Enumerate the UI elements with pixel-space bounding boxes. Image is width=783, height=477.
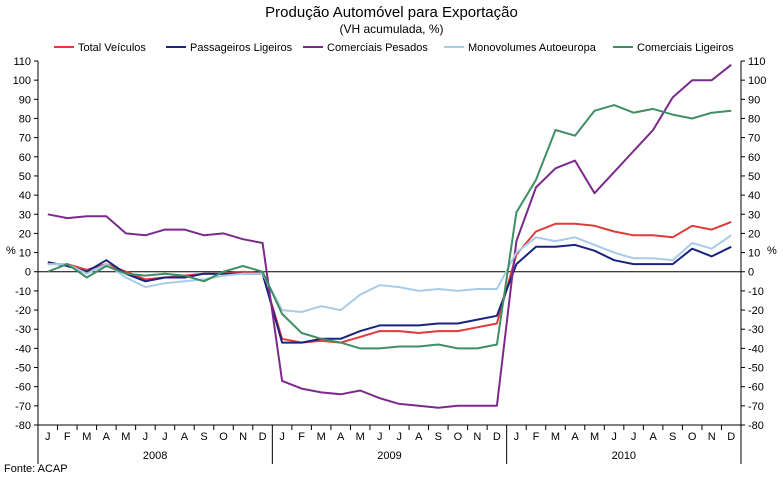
y-tick-label-right: 0: [748, 267, 754, 279]
series-line-comerciais-ligeiros: [47, 104, 732, 350]
month-label: N: [473, 431, 481, 443]
legend-label: Total Veículos: [78, 42, 146, 54]
month-label: J: [143, 431, 149, 443]
y-tick-label-right: -30: [748, 324, 764, 336]
legend-label: Monovolumes Autoeuropa: [468, 42, 597, 54]
month-label: M: [590, 431, 599, 443]
y-tick-label-right: 30: [748, 209, 760, 221]
series-line-comerciais-pesados: [47, 64, 732, 409]
y-tick-label-left: 10: [19, 248, 31, 260]
y-tick-label-left: 0: [25, 267, 31, 279]
month-label: S: [669, 431, 676, 443]
year-label: 2008: [143, 450, 167, 462]
month-label: D: [259, 431, 267, 443]
month-label: O: [688, 431, 697, 443]
month-label: M: [121, 431, 130, 443]
y-tick-label-left: -80: [15, 420, 31, 432]
month-label: O: [454, 431, 463, 443]
month-label: F: [64, 431, 71, 443]
y-tick-label-right: -50: [748, 363, 764, 375]
y-tick-label-right: 50: [748, 171, 760, 183]
month-label: A: [103, 431, 111, 443]
month-label: J: [631, 431, 637, 443]
legend-label: Passageiros Ligeiros: [190, 42, 293, 54]
y-tick-label-right: -70: [748, 401, 764, 413]
month-label: A: [415, 431, 423, 443]
month-label: D: [727, 431, 735, 443]
month-label: M: [82, 431, 91, 443]
y-tick-label-right: 60: [748, 152, 760, 164]
y-tick-label-left: 40: [19, 190, 31, 202]
series-line-monovolumes-autoeuropa: [47, 234, 732, 313]
month-label: O: [219, 431, 228, 443]
month-label: J: [279, 431, 285, 443]
y-tick-label-right: -10: [748, 286, 764, 298]
year-label: 2010: [612, 450, 636, 462]
legend-label: Comerciais Ligeiros: [637, 42, 734, 54]
year-label: 2009: [377, 450, 401, 462]
series-line-passageiros-ligeiros: [47, 243, 732, 344]
axes: -80 -80 -70 -70 -60 -60 -50 -50 -40 -40 -30 -30 -20 -…: [13, 56, 766, 464]
y-tick-label-left: 50: [19, 171, 31, 183]
y-tick-label-right: 40: [748, 190, 760, 202]
y-tick-label-left: -20: [15, 305, 31, 317]
y-tick-label-left: 90: [19, 94, 31, 106]
y-tick-label-left: 100: [13, 75, 31, 87]
month-label: S: [200, 431, 207, 443]
month-label: J: [377, 431, 383, 443]
series-lines: [47, 64, 732, 409]
y-tick-label-left: 80: [19, 113, 31, 125]
month-label: M: [356, 431, 365, 443]
y-tick-label-left: 70: [19, 133, 31, 145]
month-label: M: [551, 431, 560, 443]
month-label: N: [239, 431, 247, 443]
y-tick-label-right: 10: [748, 248, 760, 260]
month-label: A: [571, 431, 579, 443]
y-tick-label-left: -60: [15, 382, 31, 394]
legend-label: Comerciais Pesados: [327, 42, 428, 54]
y-tick-label-left: -50: [15, 363, 31, 375]
y-tick-label-right: 90: [748, 94, 760, 106]
y-axis-label-right: %: [767, 245, 777, 257]
y-tick-label-left: 20: [19, 228, 31, 240]
y-tick-label-right: -40: [748, 343, 764, 355]
month-label: N: [708, 431, 716, 443]
y-tick-label-left: -70: [15, 401, 31, 413]
month-label: J: [45, 431, 51, 443]
y-tick-label-left: 110: [13, 56, 31, 68]
y-tick-label-right: 110: [748, 56, 766, 68]
y-tick-label-right: -80: [748, 420, 764, 432]
source-note: Fonte: ACAP: [4, 463, 68, 475]
y-axis-label-left: %: [6, 245, 16, 257]
y-tick-label-left: 60: [19, 152, 31, 164]
y-tick-label-right: 20: [748, 228, 760, 240]
chart-subtitle: (VH acumulada, %): [339, 22, 444, 36]
chart-title: Produção Automóvel para Exportação: [265, 4, 518, 21]
month-label: S: [435, 431, 442, 443]
y-tick-label-left: 30: [19, 209, 31, 221]
y-tick-label-left: -10: [15, 286, 31, 298]
y-tick-label-right: 80: [748, 113, 760, 125]
month-label: M: [317, 431, 326, 443]
month-label: D: [493, 431, 501, 443]
month-label: J: [162, 431, 168, 443]
y-tick-label-right: 100: [748, 75, 766, 87]
month-label: F: [298, 431, 305, 443]
month-label: J: [611, 431, 617, 443]
y-tick-label-right: -60: [748, 382, 764, 394]
month-label: J: [514, 431, 520, 443]
y-tick-label-left: -30: [15, 324, 31, 336]
month-label: A: [181, 431, 189, 443]
y-tick-label-right: 70: [748, 133, 760, 145]
month-label: A: [649, 431, 657, 443]
y-tick-label-left: -40: [15, 343, 31, 355]
month-label: A: [337, 431, 345, 443]
month-label: F: [533, 431, 540, 443]
y-tick-label-right: -20: [748, 305, 764, 317]
legend: Total Veículos Passageiros Ligeiros Comerc…: [54, 42, 734, 54]
month-label: J: [397, 431, 403, 443]
